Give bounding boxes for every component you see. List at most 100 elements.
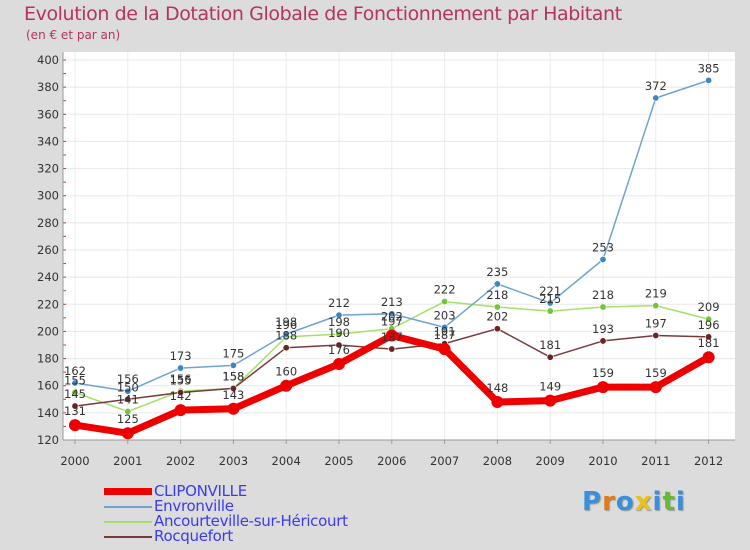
data-point-ancourteville-sur-h-ricourt xyxy=(705,315,713,323)
data-label-envronville: 212 xyxy=(328,296,350,310)
data-label-cliponville: 181 xyxy=(698,336,720,350)
x-tick-label: 2008 xyxy=(483,454,512,468)
y-tick-label: 300 xyxy=(37,189,59,203)
data-point-rocquefort xyxy=(546,353,554,361)
data-point-envronville xyxy=(177,364,185,372)
x-tick-label: 2004 xyxy=(272,454,301,468)
data-point-envronville xyxy=(441,323,449,331)
data-label-ancourteville-sur-h-ricourt: 215 xyxy=(539,292,561,306)
data-point-cliponville xyxy=(69,419,81,432)
y-tick-label: 180 xyxy=(37,352,59,366)
logo-letter: t xyxy=(662,487,676,517)
data-label-ancourteville-sur-h-ricourt: 222 xyxy=(434,283,456,297)
logo-letter: P xyxy=(582,487,603,517)
chart-subtitle: (en € et par an) xyxy=(26,28,121,42)
x-tick-label: 2003 xyxy=(219,454,248,468)
data-label-envronville: 235 xyxy=(486,265,508,279)
x-tick-label: 2006 xyxy=(377,454,406,468)
data-point-ancourteville-sur-h-ricourt xyxy=(71,388,79,396)
data-point-envronville xyxy=(388,310,396,318)
data-label-ancourteville-sur-h-ricourt: 155 xyxy=(64,374,86,388)
data-label-cliponville: 149 xyxy=(539,380,561,394)
y-tick-label: 400 xyxy=(37,53,59,67)
data-point-cliponville xyxy=(280,379,293,392)
data-point-cliponville xyxy=(544,394,557,407)
logo-letter: i xyxy=(652,487,663,517)
y-tick-label: 320 xyxy=(37,162,59,176)
data-point-ancourteville-sur-h-ricourt xyxy=(546,307,554,315)
y-tick-label: 240 xyxy=(37,270,59,284)
legend-label-cliponville: CLIPONVILLE xyxy=(154,482,247,500)
data-label-envronville: 213 xyxy=(381,295,403,309)
chart-title: Evolution de la Dotation Globale de Fonc… xyxy=(24,3,622,25)
logo-letter: o xyxy=(615,487,635,517)
x-tick-label: 2011 xyxy=(641,454,670,468)
data-point-cliponville xyxy=(333,358,345,370)
data-label-cliponville: 187 xyxy=(434,328,456,342)
data-label-rocquefort: 202 xyxy=(486,310,508,324)
y-tick-label: 220 xyxy=(37,297,59,311)
data-point-rocquefort xyxy=(388,345,396,353)
data-point-cliponville xyxy=(174,404,187,417)
data-label-rocquefort: 155 xyxy=(170,374,192,388)
data-label-cliponville: 160 xyxy=(275,365,297,379)
data-point-cliponville xyxy=(491,396,504,408)
data-point-cliponville xyxy=(649,381,662,394)
y-tick-label: 340 xyxy=(37,134,59,148)
x-tick-label: 2001 xyxy=(113,454,142,468)
data-point-rocquefort xyxy=(493,325,501,333)
data-label-cliponville: 143 xyxy=(222,388,244,402)
data-point-rocquefort xyxy=(229,384,237,392)
data-point-rocquefort xyxy=(335,341,343,349)
y-tick-label: 280 xyxy=(37,216,59,230)
data-label-ancourteville-sur-h-ricourt: 202 xyxy=(381,310,403,324)
y-tick-label: 200 xyxy=(37,324,59,338)
data-point-rocquefort xyxy=(71,402,79,410)
data-label-rocquefort: 187 xyxy=(381,330,403,344)
logo-letter: x xyxy=(634,487,653,517)
proxiti-logo: Proxiti xyxy=(582,487,686,517)
data-point-rocquefort xyxy=(282,344,290,352)
data-point-cliponville xyxy=(597,381,609,394)
y-tick-label: 260 xyxy=(37,243,59,257)
data-label-ancourteville-sur-h-ricourt: 158 xyxy=(222,369,244,383)
legend-label-rocquefort: Rocquefort xyxy=(154,527,233,545)
data-point-ancourteville-sur-h-ricourt xyxy=(335,330,343,338)
data-label-envronville: 372 xyxy=(645,79,667,93)
data-label-rocquefort: 188 xyxy=(275,329,297,343)
data-point-envronville xyxy=(652,94,660,102)
data-label-envronville: 173 xyxy=(170,349,192,363)
legend-swatch-rocquefort xyxy=(104,536,152,538)
data-label-ancourteville-sur-h-ricourt: 219 xyxy=(645,287,667,301)
data-label-rocquefort: 191 xyxy=(434,325,456,339)
data-label-rocquefort: 158 xyxy=(222,369,244,383)
data-point-cliponville xyxy=(385,329,398,342)
data-point-cliponville xyxy=(121,427,134,440)
data-point-rocquefort xyxy=(652,331,660,339)
x-tick-label: 2002 xyxy=(166,454,195,468)
data-label-cliponville: 197 xyxy=(381,315,403,329)
data-point-envronville xyxy=(124,387,132,395)
logo-letter: r xyxy=(602,487,616,517)
data-label-envronville: 175 xyxy=(222,346,244,360)
data-point-rocquefort xyxy=(599,337,607,345)
data-point-envronville xyxy=(599,255,607,263)
legend-label-ancourteville: Ancourteville-sur-Héricourt xyxy=(154,512,348,530)
legend-swatch-ancourteville xyxy=(104,521,152,523)
x-tick-label: 2005 xyxy=(324,454,353,468)
data-point-envronville xyxy=(71,379,79,387)
data-label-cliponville: 159 xyxy=(645,366,667,380)
data-point-envronville xyxy=(229,361,237,369)
data-label-envronville: 385 xyxy=(698,61,720,75)
data-label-envronville: 203 xyxy=(434,308,456,322)
y-tick-label: 140 xyxy=(37,406,59,420)
y-tick-label: 160 xyxy=(37,379,59,393)
x-tick-label: 2012 xyxy=(694,454,723,468)
data-label-envronville: 156 xyxy=(117,372,139,386)
plot-area xyxy=(63,52,735,440)
y-tick-label: 120 xyxy=(37,433,59,447)
data-point-envronville xyxy=(546,299,554,307)
y-tick-label: 380 xyxy=(37,80,59,94)
data-label-rocquefort: 190 xyxy=(328,326,350,340)
data-point-envronville xyxy=(282,330,290,338)
